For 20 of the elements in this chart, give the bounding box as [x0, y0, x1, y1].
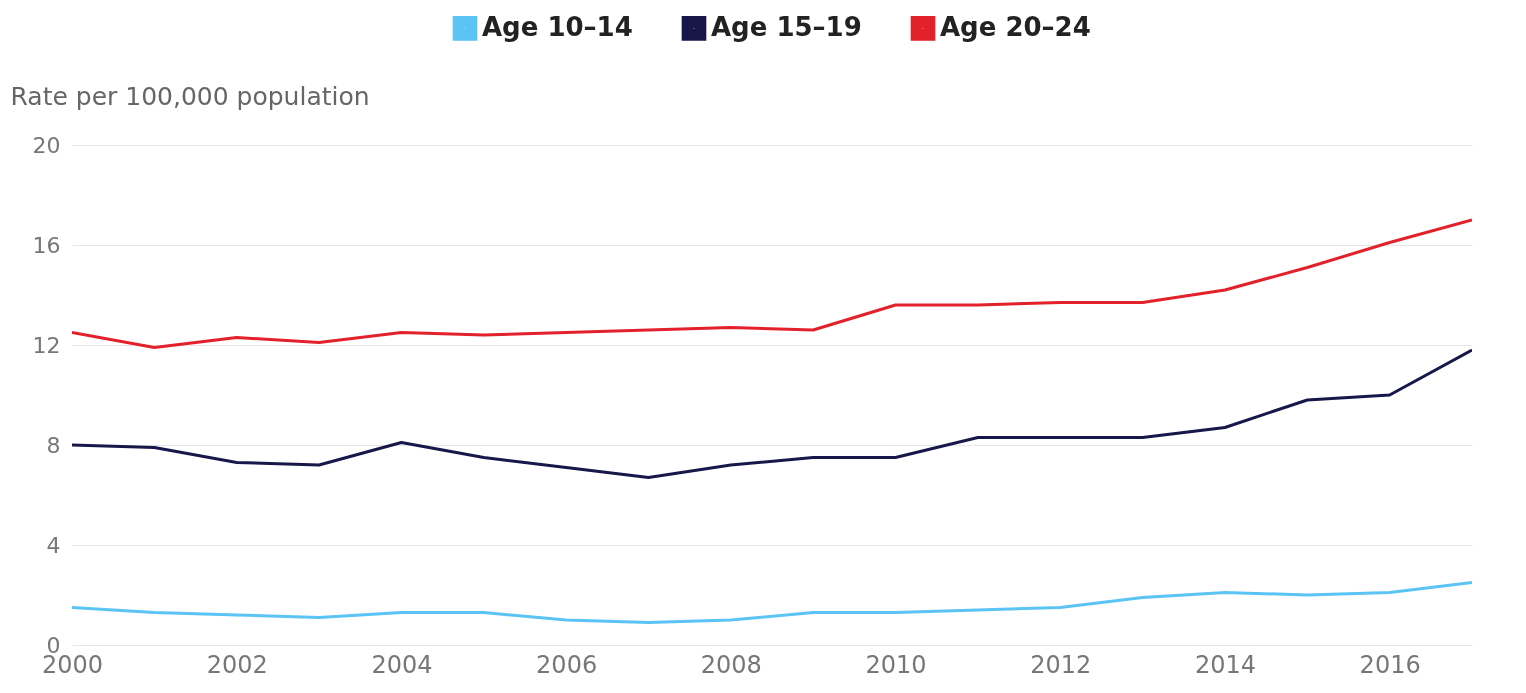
y-tick-label: 12 — [32, 332, 61, 358]
line-series — [72, 348, 1472, 479]
y-tick-label: 20 — [32, 132, 61, 158]
x-tick-label: 2012 — [1030, 650, 1092, 679]
x-tick-label: 2004 — [371, 650, 433, 679]
x-tick-label: 2014 — [1194, 650, 1256, 679]
x-tick-label: 2002 — [206, 650, 268, 679]
y-tick-label: 4 — [46, 532, 61, 558]
x-tick-label: 2016 — [1359, 650, 1421, 679]
line-series — [72, 581, 1472, 624]
y-tick-label: 8 — [46, 432, 61, 458]
legend-label: Age 20–24 — [940, 12, 1091, 43]
x-tick-label: 2008 — [700, 650, 762, 679]
x-tick-label: 2006 — [536, 650, 598, 679]
x-tick-label: 2010 — [865, 650, 927, 679]
line-series — [72, 218, 1472, 349]
legend-label: Age 15–19 — [711, 12, 862, 43]
legend-label: Age 10–14 — [482, 12, 633, 43]
y-axis-title: Rate per 100,000 population — [10, 81, 370, 111]
y-tick-label: 16 — [32, 232, 61, 258]
